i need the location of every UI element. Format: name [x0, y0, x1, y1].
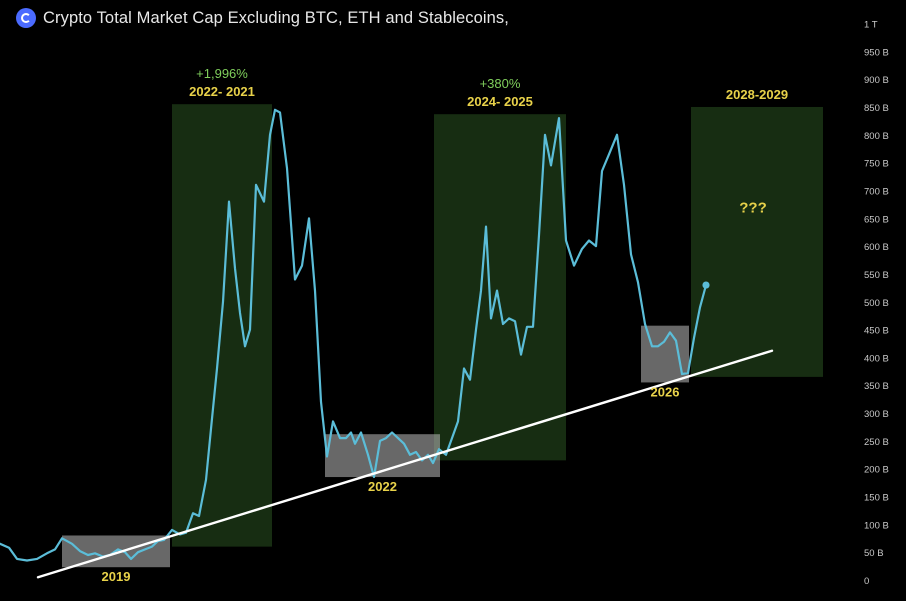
- chart-header: Crypto Total Market Cap Excluding BTC, E…: [16, 6, 509, 30]
- gain-label: +1,996%: [196, 66, 248, 81]
- trendline: [36, 349, 774, 579]
- y-tick-label: 550 B: [864, 270, 889, 281]
- bull-zone: [172, 104, 272, 547]
- chart-title: Crypto Total Market Cap Excluding BTC, E…: [43, 8, 509, 27]
- unknown-label: ???: [739, 200, 767, 217]
- y-axis: 0 50 B 100 B 150 B 200 B 250 B 300 B 350 B 400 B…: [864, 20, 889, 588]
- zone-labels: 2019 2022 2026 2022- 2021 +1,996% 2024- 2025 +…: [102, 66, 789, 584]
- y-tick-label: 250 B: [864, 437, 889, 448]
- gain-label: +380%: [480, 76, 521, 91]
- series-end-marker: [702, 281, 710, 289]
- y-tick-label: 100 B: [864, 520, 889, 531]
- y-tick-label: 1 T: [864, 20, 878, 31]
- y-tick-label: 500 B: [864, 298, 889, 309]
- bull-zone-label: 2024- 2025: [467, 94, 533, 109]
- y-tick-label: 650 B: [864, 214, 889, 225]
- y-tick-label: 950 B: [864, 47, 889, 58]
- y-tick-label: 0: [864, 576, 869, 587]
- bull-zone: [691, 106, 823, 377]
- bull-market-zones: [172, 104, 823, 547]
- y-tick-label: 900 B: [864, 75, 889, 86]
- y-tick-label: 700 B: [864, 186, 889, 197]
- bull-zone: [434, 114, 566, 461]
- y-tick-label: 150 B: [864, 493, 889, 504]
- y-tick-label: 850 B: [864, 103, 889, 114]
- accumulation-zone-label: 2022: [368, 479, 397, 494]
- y-tick-label: 600 B: [864, 242, 889, 253]
- bull-zone-label: 2022- 2021: [189, 84, 255, 99]
- y-tick-label: 800 B: [864, 131, 889, 142]
- y-tick-label: 200 B: [864, 465, 889, 476]
- coin-logo-icon: [16, 8, 36, 28]
- price-series: [0, 108, 710, 562]
- y-tick-label: 300 B: [864, 409, 889, 420]
- series-line: [0, 108, 708, 562]
- accumulation-zone-label: 2026: [651, 384, 680, 399]
- y-tick-label: 450 B: [864, 326, 889, 337]
- y-tick-label: 400 B: [864, 353, 889, 364]
- support-trendline: [36, 349, 774, 579]
- accumulation-zones: [62, 325, 689, 568]
- y-tick-label: 50 B: [864, 548, 884, 559]
- y-tick-label: 350 B: [864, 381, 889, 392]
- y-tick-label: 750 B: [864, 159, 889, 170]
- accumulation-zone-label: 2019: [102, 569, 131, 584]
- bull-zone-label: 2028-2029: [726, 87, 788, 102]
